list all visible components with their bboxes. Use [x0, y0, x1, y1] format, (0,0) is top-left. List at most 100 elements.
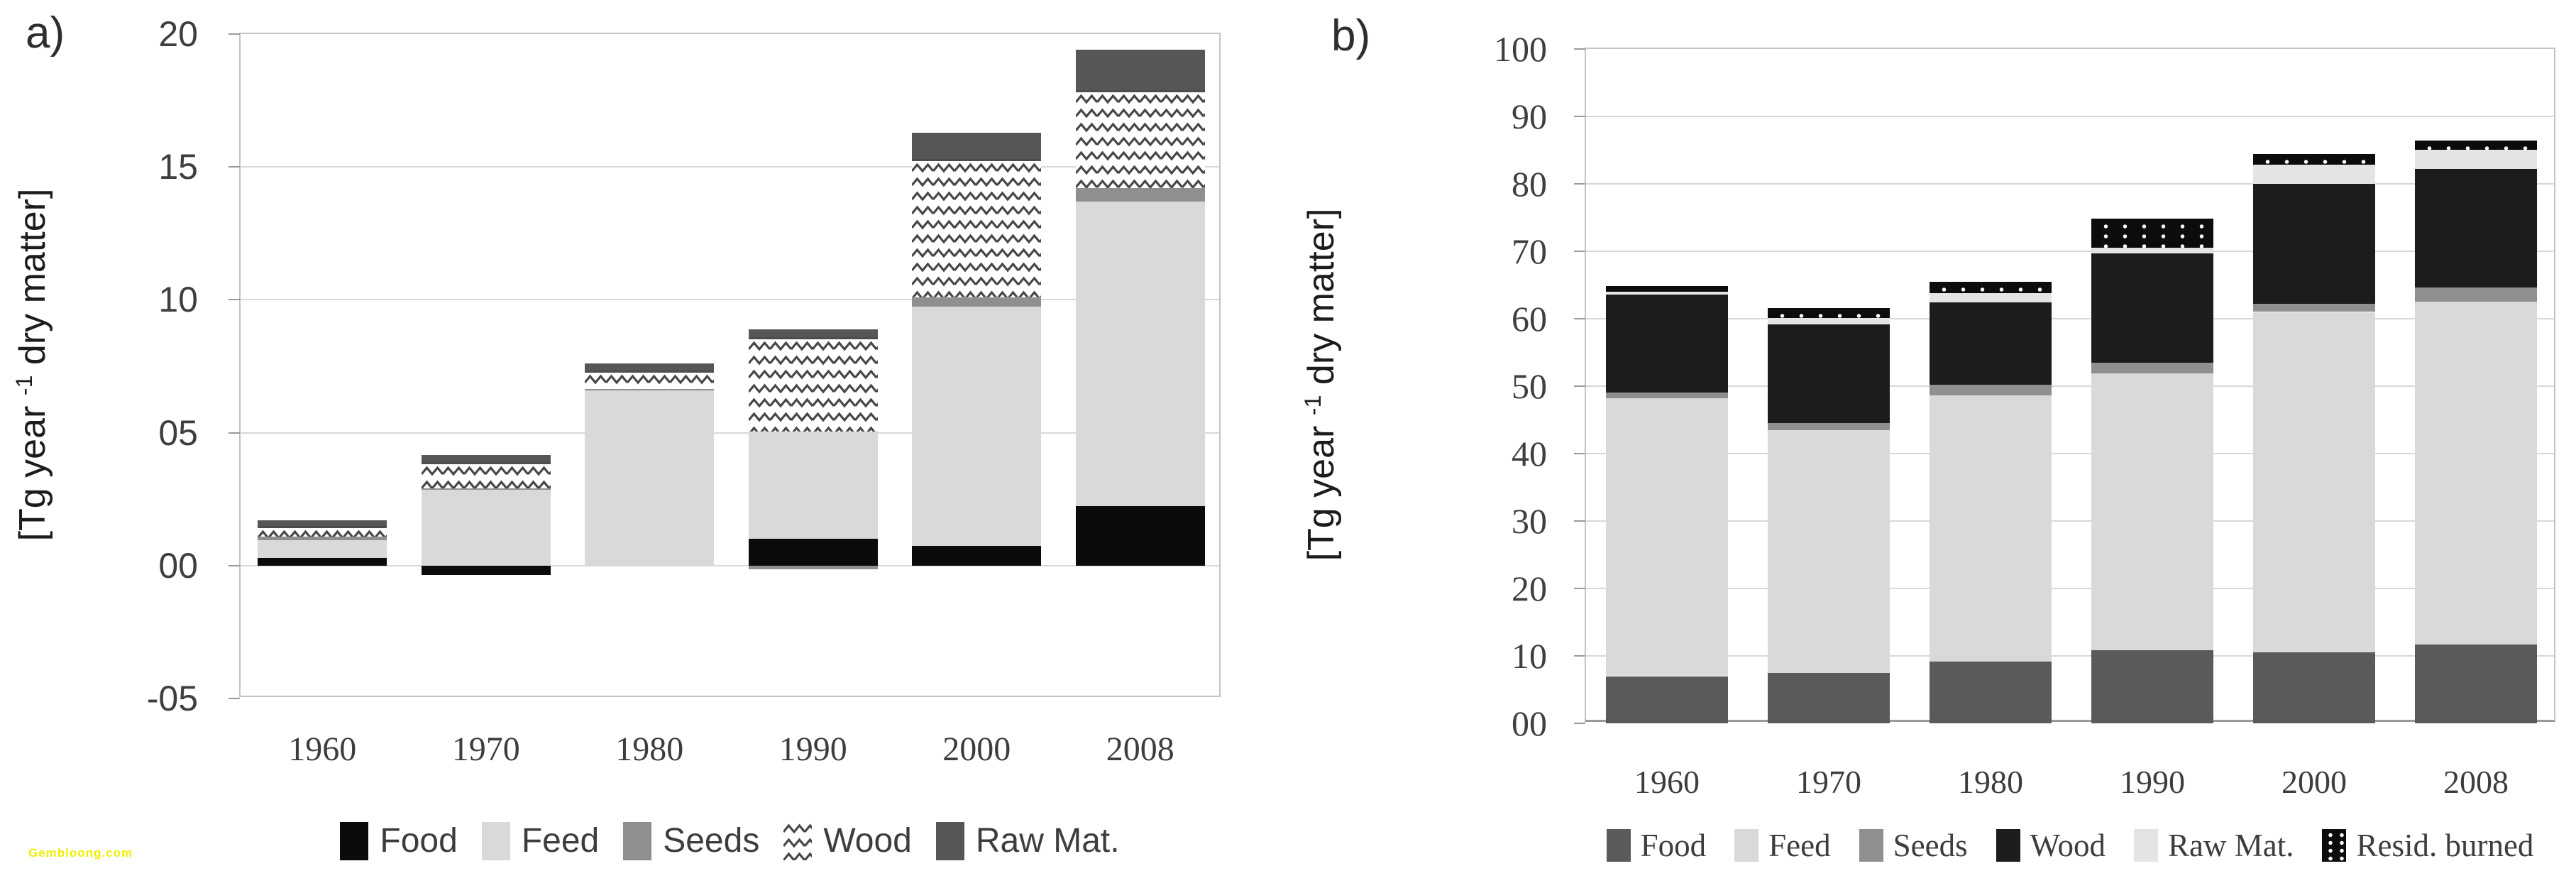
y-tick-label: 20: [1512, 569, 1547, 608]
legend-label-seeds: Seeds: [663, 822, 760, 860]
x-tick-label-2008: 2008: [1106, 730, 1174, 768]
bar-1970-food: [421, 565, 551, 575]
gridline: [241, 564, 1219, 566]
gridline: [1586, 655, 2554, 657]
bar-1980-seeds: [585, 388, 715, 390]
zigzag-pattern-fill: [912, 160, 1042, 297]
bar-1990-food: [2091, 650, 2213, 723]
bar-1960-food: [258, 557, 387, 566]
bar-1960-raw-mat: [258, 520, 387, 526]
x-tick-label-1970: 1970: [451, 730, 520, 768]
bar-2008-food: [2415, 644, 2537, 723]
zigzag-pattern-fill: [258, 527, 387, 537]
bar-1960-wood: [1606, 294, 1728, 393]
x-tick-label-1990: 1990: [778, 730, 847, 768]
legend-item-feed: Feed: [1734, 829, 1831, 862]
axis-tick: [1574, 48, 1585, 50]
y-tick-label: 90: [1512, 97, 1547, 136]
x-tick-label-1960: 1960: [1634, 764, 1700, 800]
legend-swatch-seeds: [1859, 829, 1883, 862]
legend-item-raw-mat: Raw Mat.: [2133, 829, 2294, 862]
legend-item-feed: Feed: [481, 822, 599, 860]
y-axis-title-b: [Tg year -1 dry matter]: [1300, 209, 1343, 561]
gridline: [241, 166, 1219, 168]
bar-1970-raw-mat: [421, 455, 551, 462]
bar-1980-food: [1930, 661, 2052, 723]
bar-2000-feed: [2253, 312, 2375, 653]
bar-1980-feed: [585, 390, 715, 566]
y-tick-label: 00: [1512, 703, 1547, 743]
bar-1980-resid-burned: [1930, 281, 2052, 293]
y-tick-label: 00: [158, 545, 198, 586]
legend-swatch-wood: [783, 822, 813, 860]
bar-1960-food: [1606, 676, 1728, 723]
bar-1980-raw-mat: [585, 363, 715, 371]
bar-1990-raw-mat: [2091, 248, 2213, 253]
y-axis-title-b-post: dry matter]: [1301, 208, 1343, 395]
bar-1970-raw-mat: [1768, 318, 1890, 324]
bar-1970-resid-burned: [1768, 307, 1890, 319]
bar-2008-feed: [2415, 302, 2537, 645]
axis-tick: [1574, 588, 1585, 589]
legend-swatch-food: [1606, 829, 1631, 862]
legend-item-food: Food: [340, 822, 458, 860]
gridline: [1586, 183, 2554, 185]
legend-swatch-resid-burned: [2322, 829, 2347, 862]
bar-1990-food: [748, 539, 878, 566]
plot-area-a: -05 00 05 10 15 20 1960 1970 1980 1990 2000 2008: [147, 16, 1221, 767]
bar-1970-seeds: [1768, 423, 1890, 430]
gridline: [1586, 588, 2554, 589]
axis-tick: [229, 299, 240, 301]
y-axis-title-b-sup: -1: [1299, 395, 1326, 416]
gridline: [1586, 116, 2554, 117]
panel-a-label: a): [26, 9, 65, 57]
bar-1970-food: [1768, 672, 1890, 723]
y-axis-title-a-pre: [Tg year: [12, 395, 54, 542]
legend-item-seeds: Seeds: [1859, 829, 1968, 862]
bar-2008-seeds: [1075, 188, 1205, 202]
legend-item-wood: Wood: [783, 822, 912, 860]
gridline: [241, 299, 1219, 301]
bar-1990-wood: [2091, 253, 2213, 363]
axis-tick: [1574, 116, 1585, 117]
gridline: [1586, 251, 2554, 252]
bar-1990-seeds: [2091, 362, 2213, 373]
y-tick-label: 30: [1512, 501, 1547, 541]
bar-1970-wood: [421, 461, 551, 489]
y-tick-label: 10: [158, 280, 198, 320]
y-tick-label: 10: [1512, 636, 1547, 676]
bar-2000-seeds: [912, 297, 1042, 307]
y-tick-label: 20: [158, 14, 198, 54]
bar-1960-seeds: [1606, 392, 1728, 399]
bar-2000-wood: [912, 158, 1042, 297]
axis-tick: [1574, 318, 1585, 319]
bar-1960-feed: [1606, 398, 1728, 676]
bar-2008-raw-mat: [2415, 149, 2537, 170]
axis-tick: [1574, 723, 1585, 724]
legend-label-seeds: Seeds: [1893, 827, 1968, 863]
legend-label-food: Food: [1640, 827, 1707, 863]
legend-swatch-feed: [1734, 829, 1759, 862]
legend-a: Food Feed Seeds Wood Raw Mat.: [239, 822, 1221, 860]
axis-tick: [229, 698, 240, 699]
axis-tick: [229, 33, 240, 35]
legend-swatch-food: [340, 822, 369, 860]
axis-tick: [1574, 453, 1585, 454]
bar-2000-feed: [912, 306, 1042, 546]
bar-2000-food: [912, 545, 1042, 566]
x-tick-label-2000: 2000: [2281, 764, 2347, 800]
y-axis-title-b-pre: [Tg year: [1301, 415, 1343, 561]
legend-swatch-wood: [1996, 829, 2020, 862]
bar-2008-resid-burned: [2415, 141, 2537, 150]
y-axis-title-a-post: dry matter]: [12, 188, 54, 376]
gridline: [1586, 453, 2554, 454]
legend-item-seeds: Seeds: [623, 822, 759, 860]
bar-1990-feed: [2091, 373, 2213, 651]
axis-tick: [1574, 251, 1585, 252]
zigzag-pattern-fill: [783, 822, 813, 860]
bar-2000-raw-mat: [912, 132, 1042, 159]
axis-tick: [229, 564, 240, 566]
bar-1960-raw-mat: [1606, 292, 1728, 295]
zigzag-pattern-fill: [748, 339, 878, 432]
gridline: [241, 432, 1219, 434]
